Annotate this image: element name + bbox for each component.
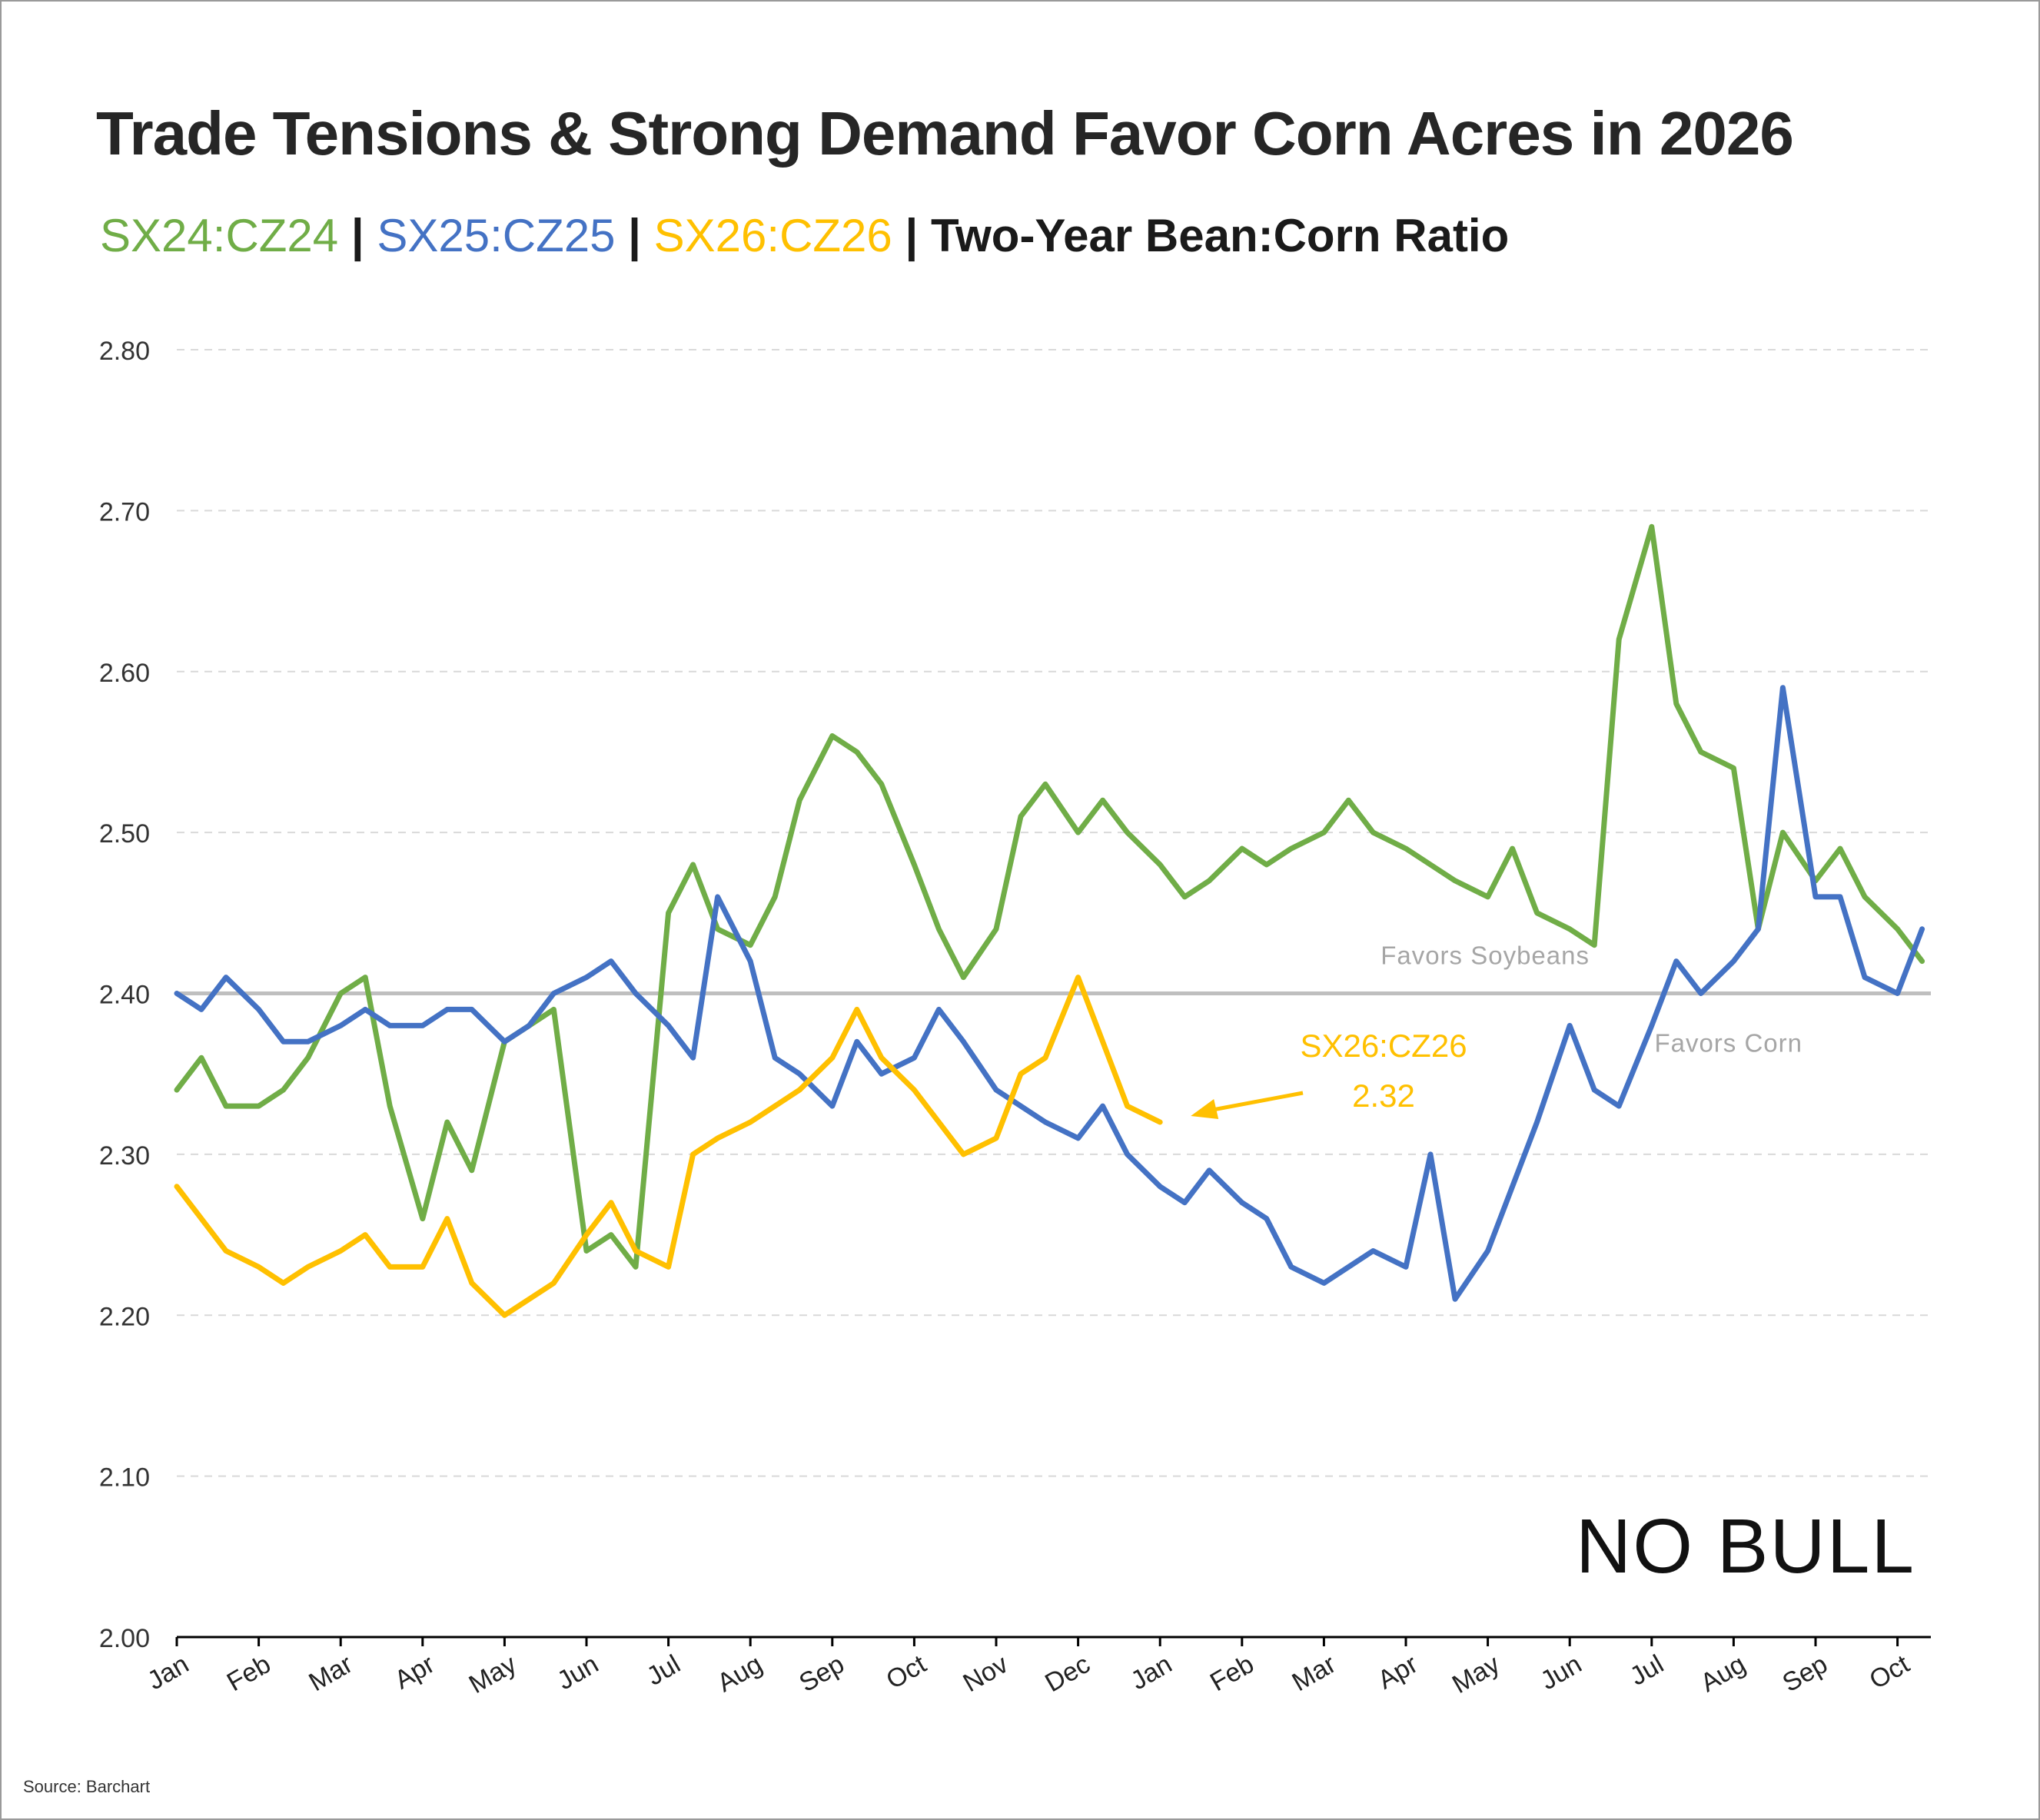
x-tick-label: Oct — [882, 1649, 932, 1695]
x-tick-label: Jul — [642, 1649, 686, 1692]
legend-sx25: SX25:CZ25 — [377, 210, 616, 261]
chart-title: Trade Tensions & Strong Demand Favor Cor… — [96, 99, 1794, 168]
annotation-arrow-line — [1204, 1091, 1304, 1114]
x-tick-label: Aug — [1696, 1649, 1750, 1698]
x-tick-label: Jun — [553, 1649, 603, 1695]
x-tick-label: Jul — [1625, 1649, 1669, 1692]
y-tick-label: 2.40 — [99, 981, 150, 1010]
legend-sx24: SX24:CZ24 — [100, 210, 339, 261]
y-tick-label: 2.20 — [99, 1302, 150, 1331]
source-note: Source: Barchart — [23, 1777, 151, 1796]
annotation-value: 2.32 — [1352, 1078, 1415, 1114]
series-line — [174, 975, 1163, 1318]
x-tick-label: Aug — [713, 1649, 767, 1698]
reference-label-above: Favors Soybeans — [1380, 942, 1590, 970]
legend-separator: | — [905, 210, 919, 261]
reference-label-below: Favors Corn — [1654, 1029, 1802, 1058]
brand-logo: NO BULL — [1576, 1503, 1915, 1589]
x-tick-label: Dec — [1040, 1649, 1095, 1698]
x-tick-label: Feb — [222, 1649, 276, 1697]
x-tick-label: Jun — [1536, 1649, 1586, 1695]
y-tick-label: 2.60 — [99, 659, 150, 688]
x-tick-label: Sep — [794, 1649, 849, 1698]
legend-separator: | — [628, 210, 641, 261]
y-tick-label: 2.30 — [99, 1141, 150, 1171]
x-tick-label: Jan — [1126, 1649, 1177, 1695]
y-tick-label: 2.00 — [99, 1624, 150, 1653]
annotation-arrowhead — [1191, 1099, 1219, 1119]
y-tick-label: 2.80 — [99, 337, 150, 366]
x-tick-label: Apr — [1373, 1649, 1423, 1695]
legend-separator: | — [351, 210, 364, 261]
x-tick-label: Feb — [1205, 1649, 1259, 1697]
annotation-label: SX26:CZ26 — [1300, 1028, 1467, 1064]
legend-two-year-ratio: Two-Year Bean:Corn Ratio — [930, 210, 1510, 261]
x-tick-label: May — [464, 1649, 522, 1699]
y-tick-label: 2.70 — [99, 497, 150, 526]
series-line — [174, 523, 1925, 1270]
x-tick-label: May — [1447, 1649, 1505, 1699]
x-tick-label: Sep — [1778, 1649, 1832, 1698]
y-tick-label: 2.10 — [99, 1463, 150, 1493]
chart-subtitle: SX24:CZ24 | SX25:CZ25 | SX26:CZ26 | Two-… — [100, 209, 1509, 262]
legend-sx26: SX26:CZ26 — [653, 210, 892, 261]
x-tick-label: Jan — [143, 1649, 194, 1695]
x-tick-label: Mar — [304, 1649, 357, 1697]
x-tick-label: Mar — [1287, 1649, 1341, 1697]
x-tick-label: Nov — [959, 1649, 1013, 1698]
x-tick-label: Oct — [1865, 1649, 1915, 1695]
series-line — [174, 685, 1925, 1302]
x-tick-label: Apr — [390, 1649, 440, 1695]
y-tick-label: 2.50 — [99, 819, 150, 849]
